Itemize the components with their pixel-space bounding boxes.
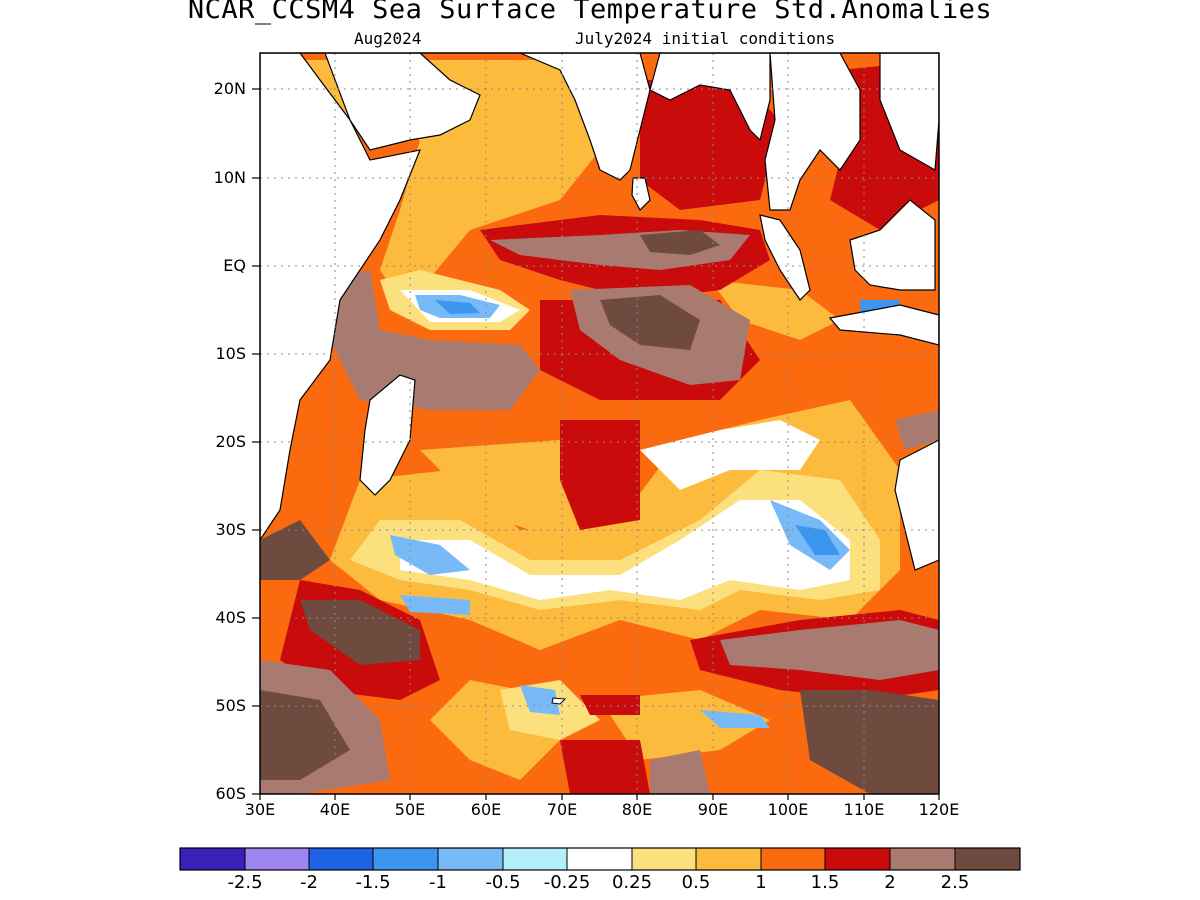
field-neutral-2 (640, 420, 820, 490)
lon-label: 80E (621, 800, 653, 819)
colorbar-swatch (761, 848, 825, 870)
colorbar-swatch (955, 848, 1020, 870)
extreme-central (600, 295, 700, 350)
colorbar-label: 1.5 (810, 872, 840, 893)
colorbar-swatch (890, 848, 955, 870)
anomaly-field (260, 53, 939, 794)
extreme-sw-coast (260, 520, 330, 580)
strong-se (720, 620, 939, 680)
extreme-sw-south (260, 690, 350, 780)
lon-label: 50E (394, 800, 426, 819)
lat-label: 20N (213, 79, 246, 98)
lat-label: 60S (215, 784, 246, 803)
lon-label: 120E (918, 800, 960, 819)
field-south-2 (600, 690, 770, 760)
lat-label: EQ (223, 256, 246, 275)
extreme-se-south (800, 690, 939, 794)
warm-south (560, 740, 650, 794)
lon-label: 60E (470, 800, 502, 819)
land-indochina (764, 53, 861, 211)
land-arabia (324, 53, 481, 151)
colorbar-label: 1 (755, 872, 767, 893)
map-frame (259, 52, 940, 795)
cool-core-eq (435, 300, 480, 314)
cool-anomaly-40s (400, 595, 470, 615)
colorbar-label: 0.5 (681, 872, 711, 893)
colorbar-label: -0.5 (485, 872, 521, 893)
field-sumatra (710, 280, 840, 340)
warm-20s (560, 420, 640, 530)
lat-label: 10N (213, 168, 246, 187)
initial-conditions: July2024 initial conditions (575, 29, 836, 48)
colorbar-label: -2.5 (227, 872, 263, 893)
colorbar-swatch (696, 848, 761, 870)
field-south-central (420, 440, 580, 540)
colorbar (179, 847, 1021, 871)
colorbar-swatch (567, 848, 632, 870)
colorbar-label: -1.5 (355, 872, 391, 893)
lat-label: 40S (215, 608, 246, 627)
land-madagascar (359, 374, 416, 496)
land-myanmar (649, 53, 771, 142)
colorbar-label: -0.25 (543, 872, 591, 893)
colorbar-swatch (825, 848, 890, 870)
lon-label: 90E (697, 800, 729, 819)
lat-label: 50S (215, 696, 246, 715)
lon-label: 70E (546, 800, 578, 819)
colorbar-label: -1 (429, 872, 447, 893)
chart-title: NCAR_CCSM4 Sea Surface Temperature Std.A… (187, 0, 993, 25)
colorbar-label: 0.25 (611, 872, 653, 893)
strong-south (650, 750, 710, 794)
land-india (519, 53, 651, 181)
colorbar-swatch (503, 848, 567, 870)
lat-label: 30S (215, 520, 246, 539)
colorbar-label: -2 (300, 872, 318, 893)
land-philippines (879, 53, 939, 171)
forecast-month: Aug2024 (354, 29, 422, 48)
land-java (828, 304, 939, 346)
lon-label: 40E (319, 800, 351, 819)
strong-madagascar (330, 270, 540, 410)
land-borneo (849, 199, 936, 291)
land-kerguelen (551, 697, 567, 705)
axis-ticks (252, 88, 940, 800)
colorbar-swatch (309, 848, 373, 870)
lon-label: 100E (767, 800, 809, 819)
cool-core-se (795, 525, 840, 555)
lon-label: 110E (843, 800, 885, 819)
colorbar-swatch (373, 848, 438, 870)
colorbar-label: 2 (884, 872, 896, 893)
land-australia (894, 439, 939, 571)
extreme-eq (640, 230, 720, 255)
graticule (260, 53, 939, 794)
lat-label: 20S (215, 432, 246, 451)
strong-australia-w (895, 410, 939, 450)
cool-anomaly-50s (700, 710, 770, 728)
land-sumatra (759, 214, 811, 301)
colorbar-swatch (180, 848, 245, 870)
warm-kerguelen (580, 695, 640, 715)
colorbar-label: 2.5 (940, 872, 970, 893)
cool-anomaly-kerguelen (520, 685, 560, 715)
extreme-40s (300, 600, 420, 665)
field-neutral (400, 500, 850, 600)
lat-label: 10S (215, 344, 246, 363)
land-africa (260, 53, 421, 542)
colorbar-swatch (245, 848, 309, 870)
colorbar-swatch (438, 848, 503, 870)
lon-label: 30E (244, 800, 276, 819)
colorbar-swatch (632, 848, 696, 870)
colorbar-frame (179, 847, 1021, 871)
